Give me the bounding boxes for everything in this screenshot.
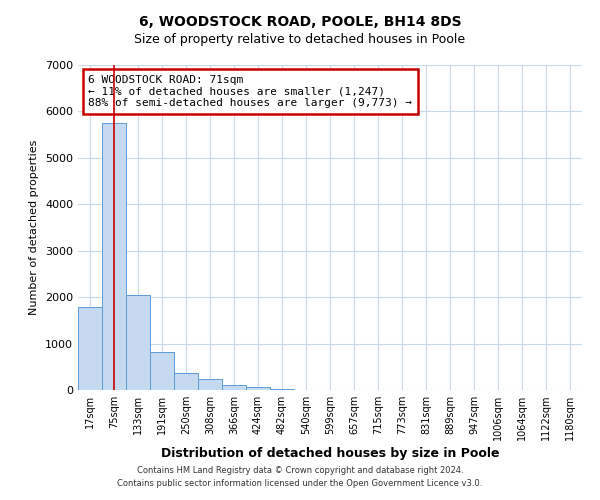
Text: 6 WOODSTOCK ROAD: 71sqm
← 11% of detached houses are smaller (1,247)
88% of semi: 6 WOODSTOCK ROAD: 71sqm ← 11% of detache…	[88, 74, 412, 108]
Bar	[270, 388, 294, 390]
X-axis label: Distribution of detached houses by size in Poole: Distribution of detached houses by size …	[161, 448, 499, 460]
Bar	[222, 385, 246, 390]
Bar	[174, 373, 198, 390]
Bar	[150, 352, 174, 390]
Bar	[246, 387, 270, 390]
Text: 6, WOODSTOCK ROAD, POOLE, BH14 8DS: 6, WOODSTOCK ROAD, POOLE, BH14 8DS	[139, 15, 461, 29]
Y-axis label: Number of detached properties: Number of detached properties	[29, 140, 40, 315]
Text: Size of property relative to detached houses in Poole: Size of property relative to detached ho…	[134, 32, 466, 46]
Text: Contains HM Land Registry data © Crown copyright and database right 2024.
Contai: Contains HM Land Registry data © Crown c…	[118, 466, 482, 487]
Bar	[198, 380, 222, 390]
Bar	[78, 308, 102, 390]
Bar	[126, 295, 150, 390]
Bar	[102, 122, 126, 390]
